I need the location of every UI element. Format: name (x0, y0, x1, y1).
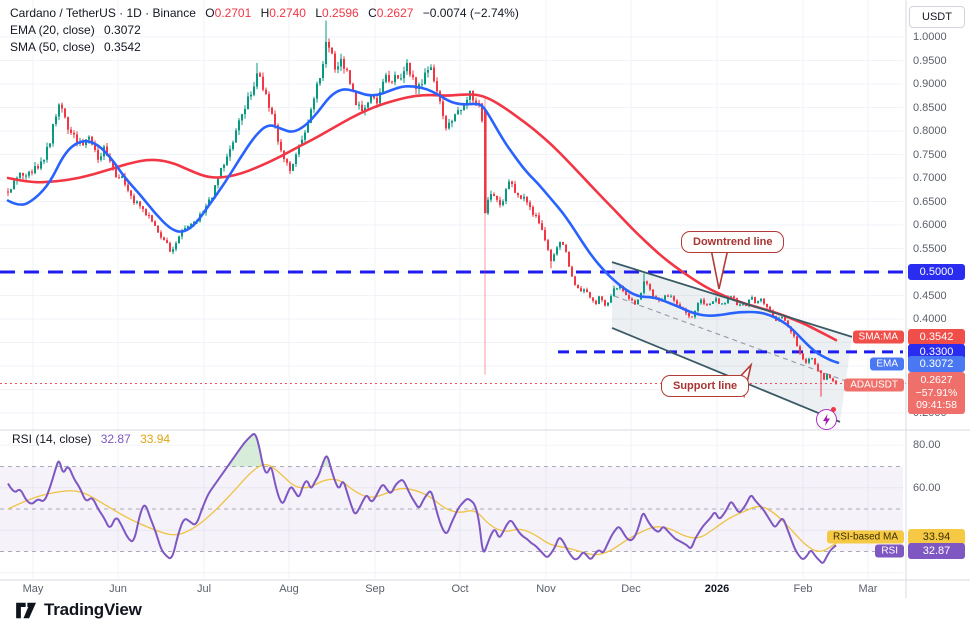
rsi-overbought-fill (227, 432, 263, 467)
crash-candle-body (484, 109, 487, 214)
price-tick-label: 0.4000 (913, 313, 947, 325)
chart-canvas[interactable] (0, 0, 970, 598)
channel-lower-line (611, 327, 841, 423)
time-axis-label: Jun (109, 583, 127, 595)
time-axis-label: Feb (793, 583, 813, 595)
time-axis-label: Jul (196, 583, 212, 595)
price-tick-label: 1.0000 (913, 31, 947, 43)
last-price-badge: 0.2627 −57.91% 09:41:58 (908, 372, 965, 414)
rsi-chip: RSI (875, 544, 904, 558)
rsi-ma-value: 33.94 (140, 432, 171, 446)
time-axis-label: Nov (536, 583, 556, 595)
downtrend-callout[interactable]: Downtrend line (681, 231, 785, 253)
low-value: 0.2596 (322, 6, 359, 20)
price-tick-label: 0.8500 (913, 101, 947, 114)
rsi-overbought-fill (321, 453, 331, 467)
rsi-tick-label: 60.00 (913, 481, 941, 494)
tradingview-logo-text: TradingView (44, 600, 142, 619)
sma-price-chip: SMA:MA (852, 330, 904, 344)
price-tick-label: 0.8000 (913, 125, 947, 137)
time-axis-label: May (22, 583, 44, 595)
rsi-ma-chip: RSI-based MA (826, 530, 904, 544)
price-tick-label: 0.4500 (913, 289, 947, 302)
open-label: O (205, 6, 215, 20)
price-tick-label: 0.5500 (913, 242, 947, 255)
ema-value: 0.3072 (104, 23, 141, 37)
sma-legend-row[interactable]: SMA (50, close) 0.3542 (10, 39, 519, 55)
tradingview-logo-mark (16, 602, 36, 618)
ema-legend-row[interactable]: EMA (20, close) 0.3072 (10, 22, 519, 38)
time-axis-label: Dec (621, 583, 641, 595)
ema-price-chip: EMA (870, 357, 904, 371)
price-tick-label: 0.9000 (913, 78, 947, 90)
time-axis-label: Sep (365, 583, 385, 595)
rsi-legend-row[interactable]: RSI (14, close) 32.87 33.94 (12, 432, 170, 446)
price-tick-label: 0.6500 (913, 195, 947, 208)
close-label: C (368, 6, 377, 20)
alert-lightning-icon[interactable] (816, 409, 837, 430)
support-callout[interactable]: Support line (661, 375, 750, 397)
currency-toggle-button[interactable]: USDT (909, 6, 965, 28)
bar-countdown: 09:41:58 (916, 399, 957, 411)
downtrend-channel-fill (612, 262, 852, 422)
time-axis-label: Mar (858, 583, 878, 595)
sma-value: 0.3542 (104, 40, 141, 54)
price-tick-label: 0.6000 (913, 219, 947, 231)
high-label: H (260, 6, 270, 20)
ema-label: EMA (20, close) (10, 23, 95, 37)
rsi-ma-badge: 33.94 (908, 529, 965, 545)
price-tick-label: 0.7500 (913, 148, 947, 161)
level-badge-050: 0.5000 (908, 264, 965, 280)
rsi-label: RSI (14, close) (12, 432, 92, 446)
rsi-overbought-fill (67, 464, 69, 467)
price-tick-label: 0.9500 (913, 54, 947, 67)
rsi-value: 32.87 (100, 432, 131, 446)
symbol-legend-row[interactable]: Cardano / TetherUS · 1D · Binance O0.270… (10, 5, 519, 21)
high-value: 0.2740 (269, 6, 306, 20)
rsi-tick-label: 80.00 (913, 439, 941, 452)
open-value: 0.2701 (214, 6, 252, 20)
time-axis-label: Aug (279, 583, 299, 595)
sma-label: SMA (50, close) (10, 40, 95, 54)
sma-price-badge: 0.3542 (908, 329, 965, 345)
last-price-value: 0.2627 (920, 374, 953, 386)
tradingview-logo[interactable]: TradingView (16, 600, 142, 620)
downtrend-callout-tail (710, 248, 729, 290)
price-tick-label: 0.7000 (913, 172, 947, 184)
ema-price-badge: 0.3072 (908, 356, 965, 372)
rsi-badge: 32.87 (908, 543, 965, 559)
close-value: 0.2627 (376, 6, 414, 20)
time-axis-label: Oct (451, 583, 469, 595)
change-value: −0.0074 (−2.74%) (422, 6, 519, 20)
channel-upper-line (611, 261, 853, 338)
last-price-change: −57.91% (915, 386, 958, 399)
rsi-ma-line (7, 464, 837, 556)
time-axis-label: 2026 (704, 583, 730, 595)
rsi-line (7, 433, 837, 564)
alert-notification-dot (831, 407, 836, 412)
symbol-legend: Cardano / TetherUS · 1D · Binance O0.270… (10, 5, 519, 56)
symbol-title: Cardano / TetherUS · 1D · Binance (10, 6, 196, 20)
ema20-line (6, 85, 840, 364)
low-label: L (315, 6, 323, 20)
symbol-chip: ADAUSDT (844, 378, 904, 392)
